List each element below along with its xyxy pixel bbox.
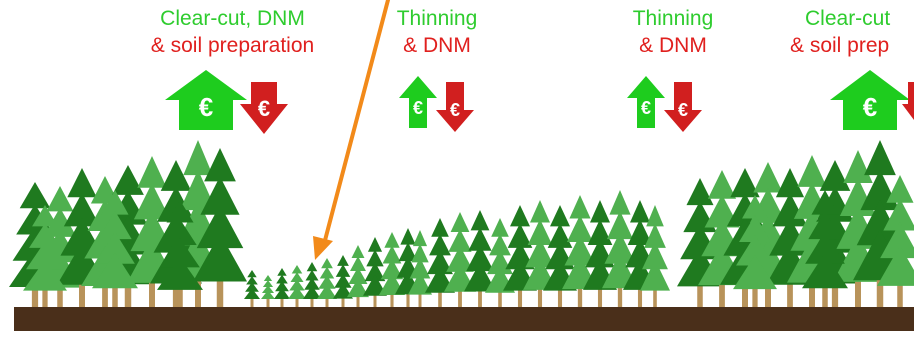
ground bbox=[14, 307, 914, 331]
thinning-label-1: Thinning & DNM bbox=[372, 5, 502, 59]
tree bbox=[363, 237, 387, 307]
svg-text:€: € bbox=[413, 98, 423, 118]
thinning-1-line1: Thinning bbox=[396, 7, 478, 30]
euro-down-arrow-icon: € bbox=[240, 82, 288, 134]
tree bbox=[464, 210, 496, 307]
pointer-arrow bbox=[313, 0, 390, 260]
clear-cut-line1: Clear-cut, DNM bbox=[160, 7, 305, 30]
euro-down-arrow-icon bbox=[902, 82, 914, 120]
clear-cut-2-line1: Clear-cut bbox=[805, 7, 891, 30]
tree bbox=[317, 258, 337, 307]
clear-cut-line2: & soil preparation bbox=[150, 34, 315, 57]
tree bbox=[347, 245, 369, 307]
tree bbox=[261, 275, 275, 307]
tree bbox=[92, 190, 138, 307]
tree bbox=[157, 200, 203, 307]
svg-text:€: € bbox=[258, 96, 270, 121]
tree bbox=[523, 200, 557, 307]
tree bbox=[193, 148, 247, 307]
trees bbox=[9, 140, 914, 307]
tree bbox=[23, 205, 67, 307]
thinning-2-line2: & DNM bbox=[639, 34, 707, 57]
clear-cut-2-line2: & soil prep bbox=[790, 34, 890, 57]
tree bbox=[244, 270, 260, 307]
tree bbox=[408, 230, 432, 307]
tree bbox=[640, 205, 670, 307]
tree bbox=[288, 265, 306, 307]
tree bbox=[877, 175, 914, 307]
tree bbox=[802, 190, 848, 307]
svg-text:€: € bbox=[863, 92, 877, 122]
tree bbox=[333, 255, 353, 307]
thinning-label-2: Thinning & DNM bbox=[608, 5, 738, 59]
tree bbox=[303, 262, 321, 307]
tree bbox=[733, 195, 777, 307]
svg-text:€: € bbox=[199, 92, 213, 122]
thinning-1-line2: & DNM bbox=[403, 34, 471, 57]
euro-up-arrow-icon: € bbox=[399, 76, 437, 128]
clear-cut-label: Clear-cut, DNM & soil preparation bbox=[115, 5, 350, 59]
euro-up-arrow-icon: € bbox=[830, 70, 910, 130]
euro-down-arrow-icon: € bbox=[436, 82, 474, 132]
euro-up-arrow-icon: € bbox=[627, 76, 665, 128]
svg-text:€: € bbox=[678, 100, 688, 120]
svg-text:€: € bbox=[450, 100, 460, 120]
euro-up-arrow-icon: € bbox=[165, 70, 247, 130]
tree bbox=[274, 268, 290, 307]
svg-text:€: € bbox=[641, 98, 651, 118]
euro-down-arrow-icon: € bbox=[664, 82, 702, 132]
clear-cut-label-2: Clear-cut & soil prep bbox=[790, 5, 914, 59]
thinning-2-line1: Thinning bbox=[632, 7, 714, 30]
